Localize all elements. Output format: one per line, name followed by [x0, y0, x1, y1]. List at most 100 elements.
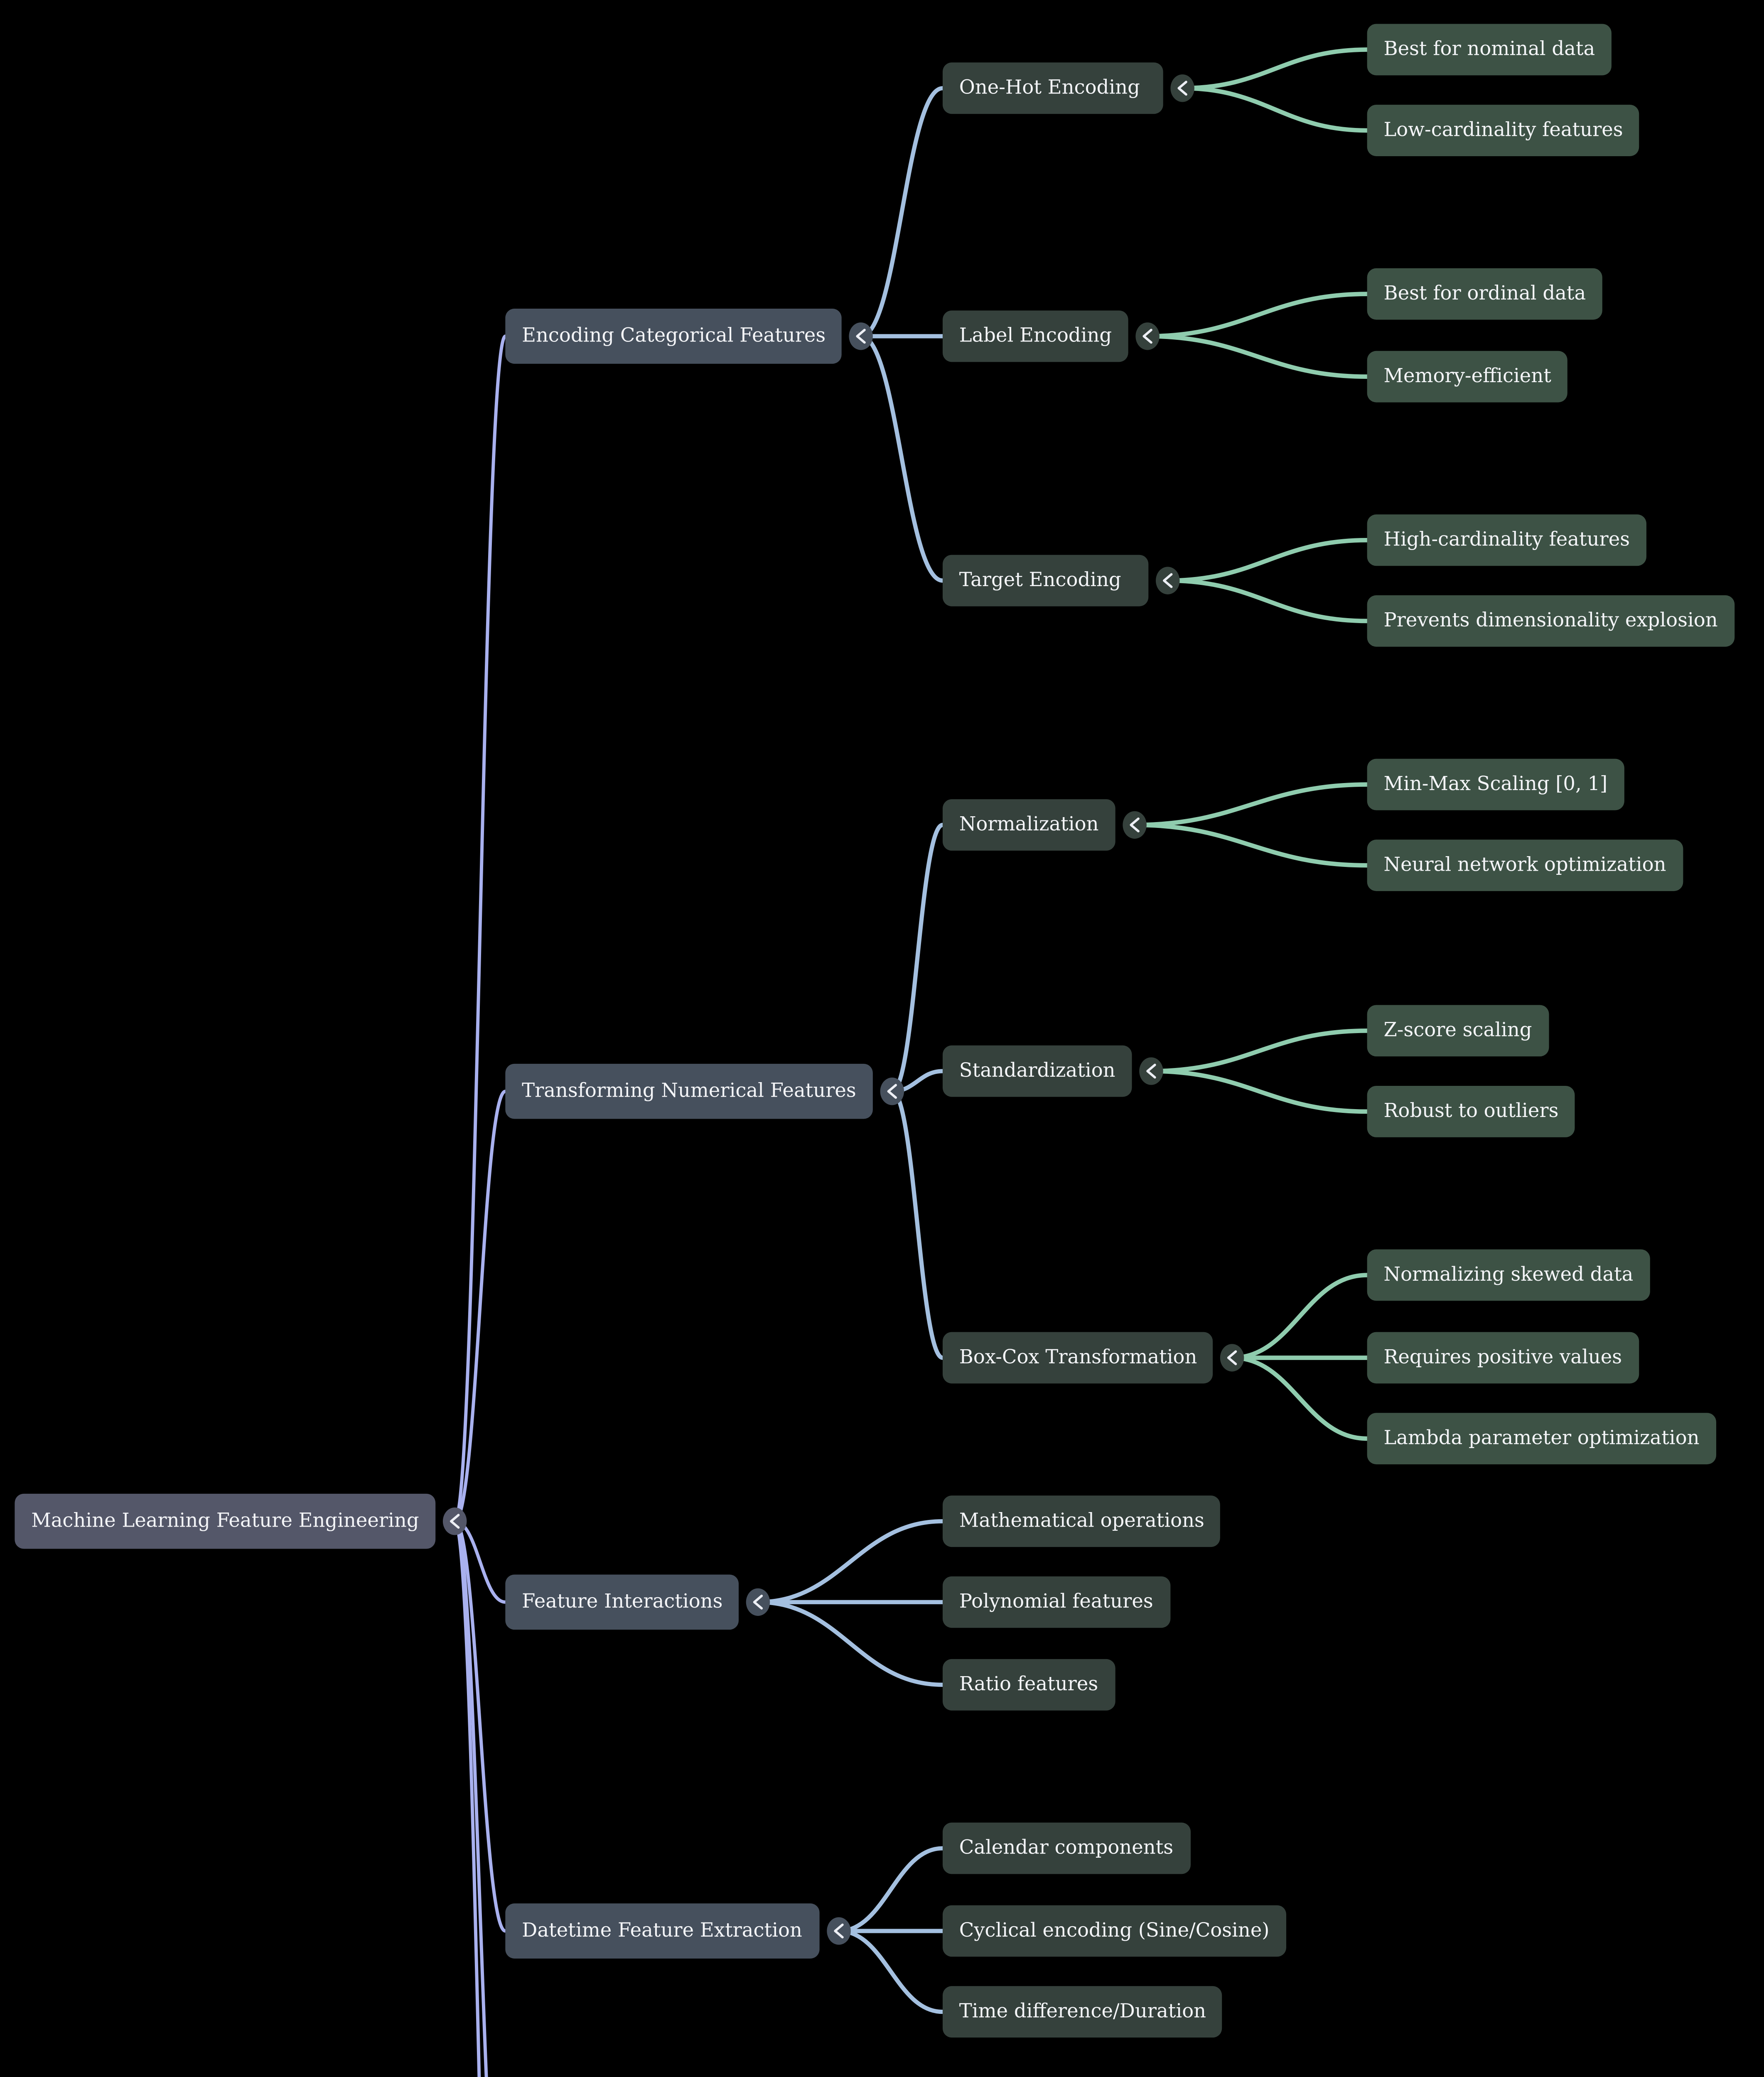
branch-link — [1230, 1273, 1369, 1360]
node-label: Best for nominal data — [1383, 38, 1595, 61]
branch-link — [1145, 292, 1369, 339]
node-label: Mathematical operations — [959, 1510, 1204, 1532]
mindmap-node-feature-interactions: Feature Interactions — [505, 1574, 740, 1630]
mindmap-node-target-encoding: Target Encoding — [942, 555, 1149, 606]
mindmap-node-ratio-features: Ratio features — [942, 1659, 1115, 1711]
mindmap-node-label-encoding: Label Encoding — [942, 310, 1128, 362]
node-label: Prevents dimensionality explosion — [1383, 610, 1718, 632]
collapse-toggle[interactable] — [849, 322, 873, 350]
mindmap-node-cyclical-encoding-sine-cosine: Cyclical encoding (Sine/Cosine) — [942, 1905, 1286, 1957]
collapse-toggle[interactable] — [1135, 322, 1160, 350]
node-label: Normalization — [959, 814, 1099, 836]
collapse-toggle[interactable] — [1220, 1344, 1244, 1372]
branch-link — [756, 1600, 945, 1687]
branch-link — [890, 1089, 945, 1360]
chevron-left-icon — [1177, 81, 1187, 96]
node-label: Neural network optimization — [1383, 854, 1666, 876]
branch-link — [1230, 1355, 1369, 1441]
branch-link — [1149, 1069, 1369, 1114]
node-label: One-Hot Encoding — [959, 77, 1140, 99]
branch-link — [453, 1090, 507, 1523]
branch-link — [1145, 334, 1369, 379]
branch-link — [836, 1929, 945, 2014]
branch-link — [836, 1846, 945, 1933]
mindmap-node-requires-positive-values: Requires positive values — [1367, 1332, 1639, 1384]
mindmap-node-memory-efficient: Memory-efficient — [1367, 351, 1568, 403]
mindmap-node-machine-learning-feature-engineering: Machine Learning Feature Engineering — [15, 1493, 436, 1549]
node-label: Standardization — [959, 1060, 1115, 1083]
mindmap-node-min-max-scaling-0-1: Min-Max Scaling [0, 1] — [1367, 759, 1624, 810]
chevron-left-icon — [1146, 1063, 1156, 1079]
mindmap-node-one-hot-encoding: One-Hot Encoding — [942, 62, 1163, 114]
branch-link — [453, 1520, 481, 2077]
chevron-left-icon — [1227, 1350, 1237, 1365]
node-label: Calendar components — [959, 1837, 1174, 1859]
mindmap-node-high-cardinality-features: High-cardinality features — [1367, 514, 1646, 566]
chevron-left-icon — [753, 1594, 763, 1610]
node-label: Cyclical encoding (Sine/Cosine) — [959, 1920, 1270, 1942]
mindmap-node-box-cox-transformation: Box-Cox Transformation — [942, 1332, 1214, 1384]
mindmap-node-standardization: Standardization — [942, 1045, 1132, 1097]
chevron-left-icon — [450, 1514, 460, 1529]
node-label: Low-cardinality features — [1383, 119, 1623, 142]
collapse-toggle[interactable] — [1156, 567, 1180, 594]
node-label: Label Encoding — [959, 325, 1112, 347]
node-label: Robust to outliers — [1383, 1100, 1559, 1123]
mindmap-node-encoding-categorical-features: Encoding Categorical Features — [505, 309, 843, 364]
collapse-toggle[interactable] — [1123, 811, 1147, 839]
node-label: Best for ordinal data — [1383, 283, 1586, 305]
branch-link — [1165, 538, 1369, 583]
node-label: Target Encoding — [959, 570, 1121, 592]
branch-link — [859, 86, 945, 339]
chevron-left-icon — [1163, 573, 1173, 588]
mindmap-node-best-for-nominal-data: Best for nominal data — [1367, 24, 1612, 76]
mindmap-node-time-difference-duration: Time difference/Duration — [942, 1986, 1223, 2038]
node-label: Polynomial features — [959, 1591, 1153, 1613]
branch-link — [1132, 782, 1369, 827]
chevron-left-icon — [887, 1084, 897, 1099]
branch-link — [453, 1520, 488, 2077]
mindmap-node-prevents-dimensionality-explosion: Prevents dimensionality explosion — [1367, 595, 1735, 647]
chevron-left-icon — [834, 1923, 844, 1939]
chevron-left-icon — [856, 329, 866, 344]
mindmap-node-transforming-numerical-features: Transforming Numerical Features — [505, 1063, 873, 1119]
collapse-toggle[interactable] — [880, 1078, 904, 1105]
branch-link — [1149, 1028, 1369, 1073]
mindmap-node-normalization: Normalization — [942, 799, 1115, 851]
mindmap-node-lambda-parameter-optimization: Lambda parameter optimization — [1367, 1413, 1716, 1465]
branch-link — [890, 822, 945, 1094]
mindmap-node-polynomial-features: Polynomial features — [942, 1576, 1170, 1628]
node-label: Box-Cox Transformation — [959, 1347, 1197, 1369]
branch-link — [453, 334, 507, 1523]
node-label: High-cardinality features — [1383, 529, 1630, 551]
branch-link — [453, 1520, 507, 1933]
mindmap-node-robust-to-outliers: Robust to outliers — [1367, 1085, 1575, 1137]
node-label: Memory-efficient — [1383, 366, 1551, 388]
node-label: Feature Interactions — [522, 1591, 723, 1613]
mindmap-node-best-for-ordinal-data: Best for ordinal data — [1367, 268, 1602, 320]
chevron-left-icon — [1130, 817, 1140, 832]
chevron-left-icon — [1142, 329, 1152, 344]
branch-link — [756, 1519, 945, 1604]
node-label: Normalizing skewed data — [1383, 1264, 1634, 1286]
node-label: Min-Max Scaling [0, 1] — [1383, 773, 1608, 796]
collapse-toggle[interactable] — [442, 1507, 467, 1535]
node-label: Encoding Categorical Features — [522, 325, 826, 347]
branch-link — [1132, 822, 1369, 868]
node-label: Lambda parameter optimization — [1383, 1427, 1700, 1450]
mindmap-node-neural-network-optimization: Neural network optimization — [1367, 840, 1683, 891]
collapse-toggle[interactable] — [1170, 74, 1194, 102]
mindmap-node-z-score-scaling: Z-score scaling — [1367, 1005, 1549, 1057]
collapse-toggle[interactable] — [827, 1917, 851, 1945]
branch-link — [859, 334, 945, 583]
mindmap-node-normalizing-skewed-data: Normalizing skewed data — [1367, 1249, 1650, 1301]
collapse-toggle[interactable] — [1139, 1057, 1163, 1085]
collapse-toggle[interactable] — [746, 1588, 770, 1616]
node-label: Time difference/Duration — [959, 2001, 1206, 2023]
mindmap-node-mathematical-operations: Mathematical operations — [942, 1495, 1221, 1547]
node-label: Transforming Numerical Features — [522, 1080, 856, 1102]
node-label: Z-score scaling — [1383, 1019, 1532, 1042]
